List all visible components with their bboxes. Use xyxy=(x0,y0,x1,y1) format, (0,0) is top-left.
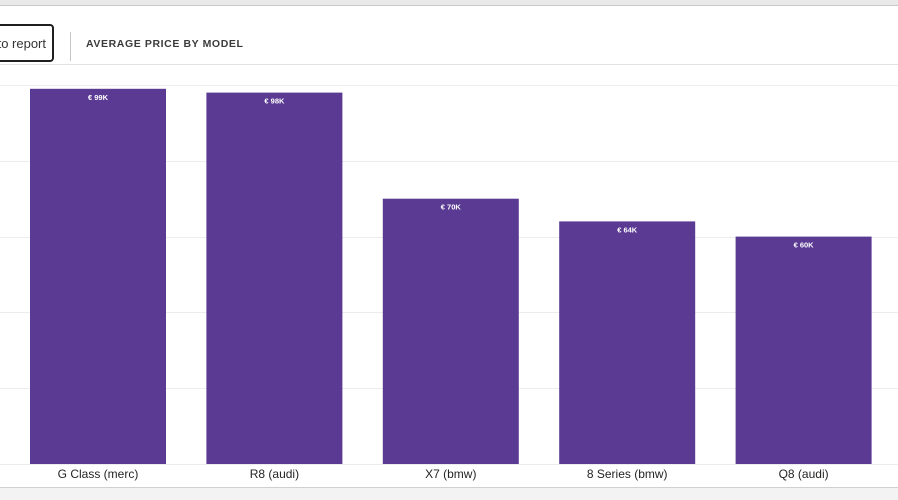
x-tick-label: R8 (audi) xyxy=(250,467,299,481)
window-top-edge xyxy=(0,0,898,6)
back-to-report-button[interactable]: to report xyxy=(0,24,54,62)
data-label: € 64K xyxy=(617,225,638,234)
bar[interactable] xyxy=(559,221,696,464)
bar-chart: € 99K G Class (merc) € 98K R8 (audi) € 70K X7… xyxy=(0,85,898,481)
header-rule xyxy=(0,64,898,65)
x-tick-label: X7 (bmw) xyxy=(425,467,476,481)
x-tick-label: 8 Series (bmw) xyxy=(587,467,668,481)
data-label: € 99K xyxy=(88,93,109,102)
data-label: € 60K xyxy=(794,241,815,250)
bar[interactable] xyxy=(382,198,519,464)
x-tick-label: Q8 (audi) xyxy=(779,467,829,481)
data-label: € 98K xyxy=(264,97,285,106)
bar[interactable] xyxy=(735,236,872,464)
window-bottom-edge xyxy=(0,487,898,500)
data-label: € 70K xyxy=(441,203,462,212)
bar[interactable] xyxy=(206,92,343,464)
visual-title: AVERAGE PRICE BY MODEL xyxy=(86,38,244,50)
header-divider xyxy=(70,32,71,61)
bar[interactable] xyxy=(30,88,166,465)
x-tick-label: G Class (merc) xyxy=(58,467,139,481)
